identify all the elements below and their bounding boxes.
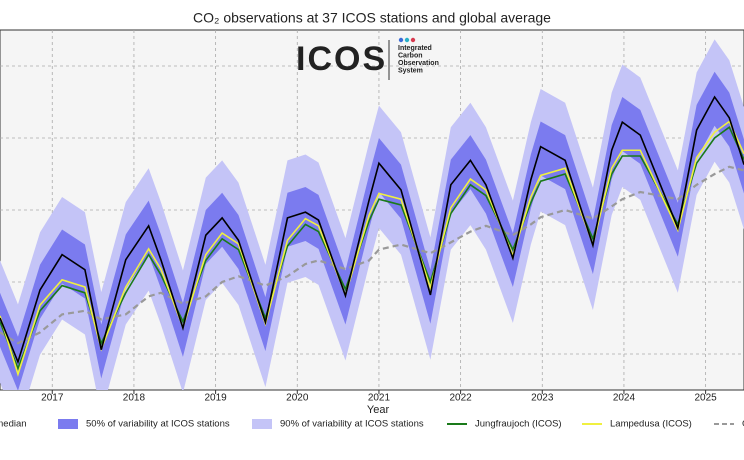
logo-line: System	[398, 67, 423, 74]
logo-line: Integrated	[398, 45, 432, 52]
legend-swatch	[58, 419, 78, 429]
legend-label: G	[742, 419, 744, 430]
chart-title: CO₂ observations at 37 ICOS stations and…	[193, 10, 551, 26]
x-tick-label: 2019	[204, 393, 227, 404]
legend-label: Jungfraujoch (ICOS)	[475, 419, 562, 430]
x-tick-label: 2022	[449, 393, 472, 404]
x-tick-label: 2025	[694, 393, 717, 404]
logo-dot	[410, 37, 416, 43]
x-tick-label: 2023	[531, 393, 554, 404]
legend-label: x median	[0, 419, 27, 430]
series-line	[0, 120, 744, 377]
logo-dot	[398, 37, 404, 43]
legend-label: 50% of variability at ICOS stations	[86, 419, 230, 430]
logo-line: Observation	[398, 60, 439, 67]
x-tick-label: 2017	[41, 393, 64, 404]
x-tick-label: 2020	[286, 393, 309, 404]
legend-label: Lampedusa (ICOS)	[610, 419, 692, 430]
series-line	[0, 165, 744, 345]
legend-swatch	[252, 419, 272, 429]
series-line	[0, 125, 744, 371]
x-axis-label: Year	[367, 404, 390, 416]
logo: ICOS	[296, 37, 416, 80]
x-tick-label: 2018	[123, 393, 146, 404]
series-line	[0, 95, 744, 365]
logo-dot	[404, 37, 410, 43]
legend-label: 90% of variability at ICOS stations	[280, 419, 424, 430]
x-tick-label: 2024	[613, 393, 636, 404]
variability-band	[0, 71, 744, 390]
logo-line: Carbon	[398, 52, 423, 59]
logo-text: ICOS	[296, 40, 387, 78]
x-tick-label: 2021	[368, 393, 391, 404]
